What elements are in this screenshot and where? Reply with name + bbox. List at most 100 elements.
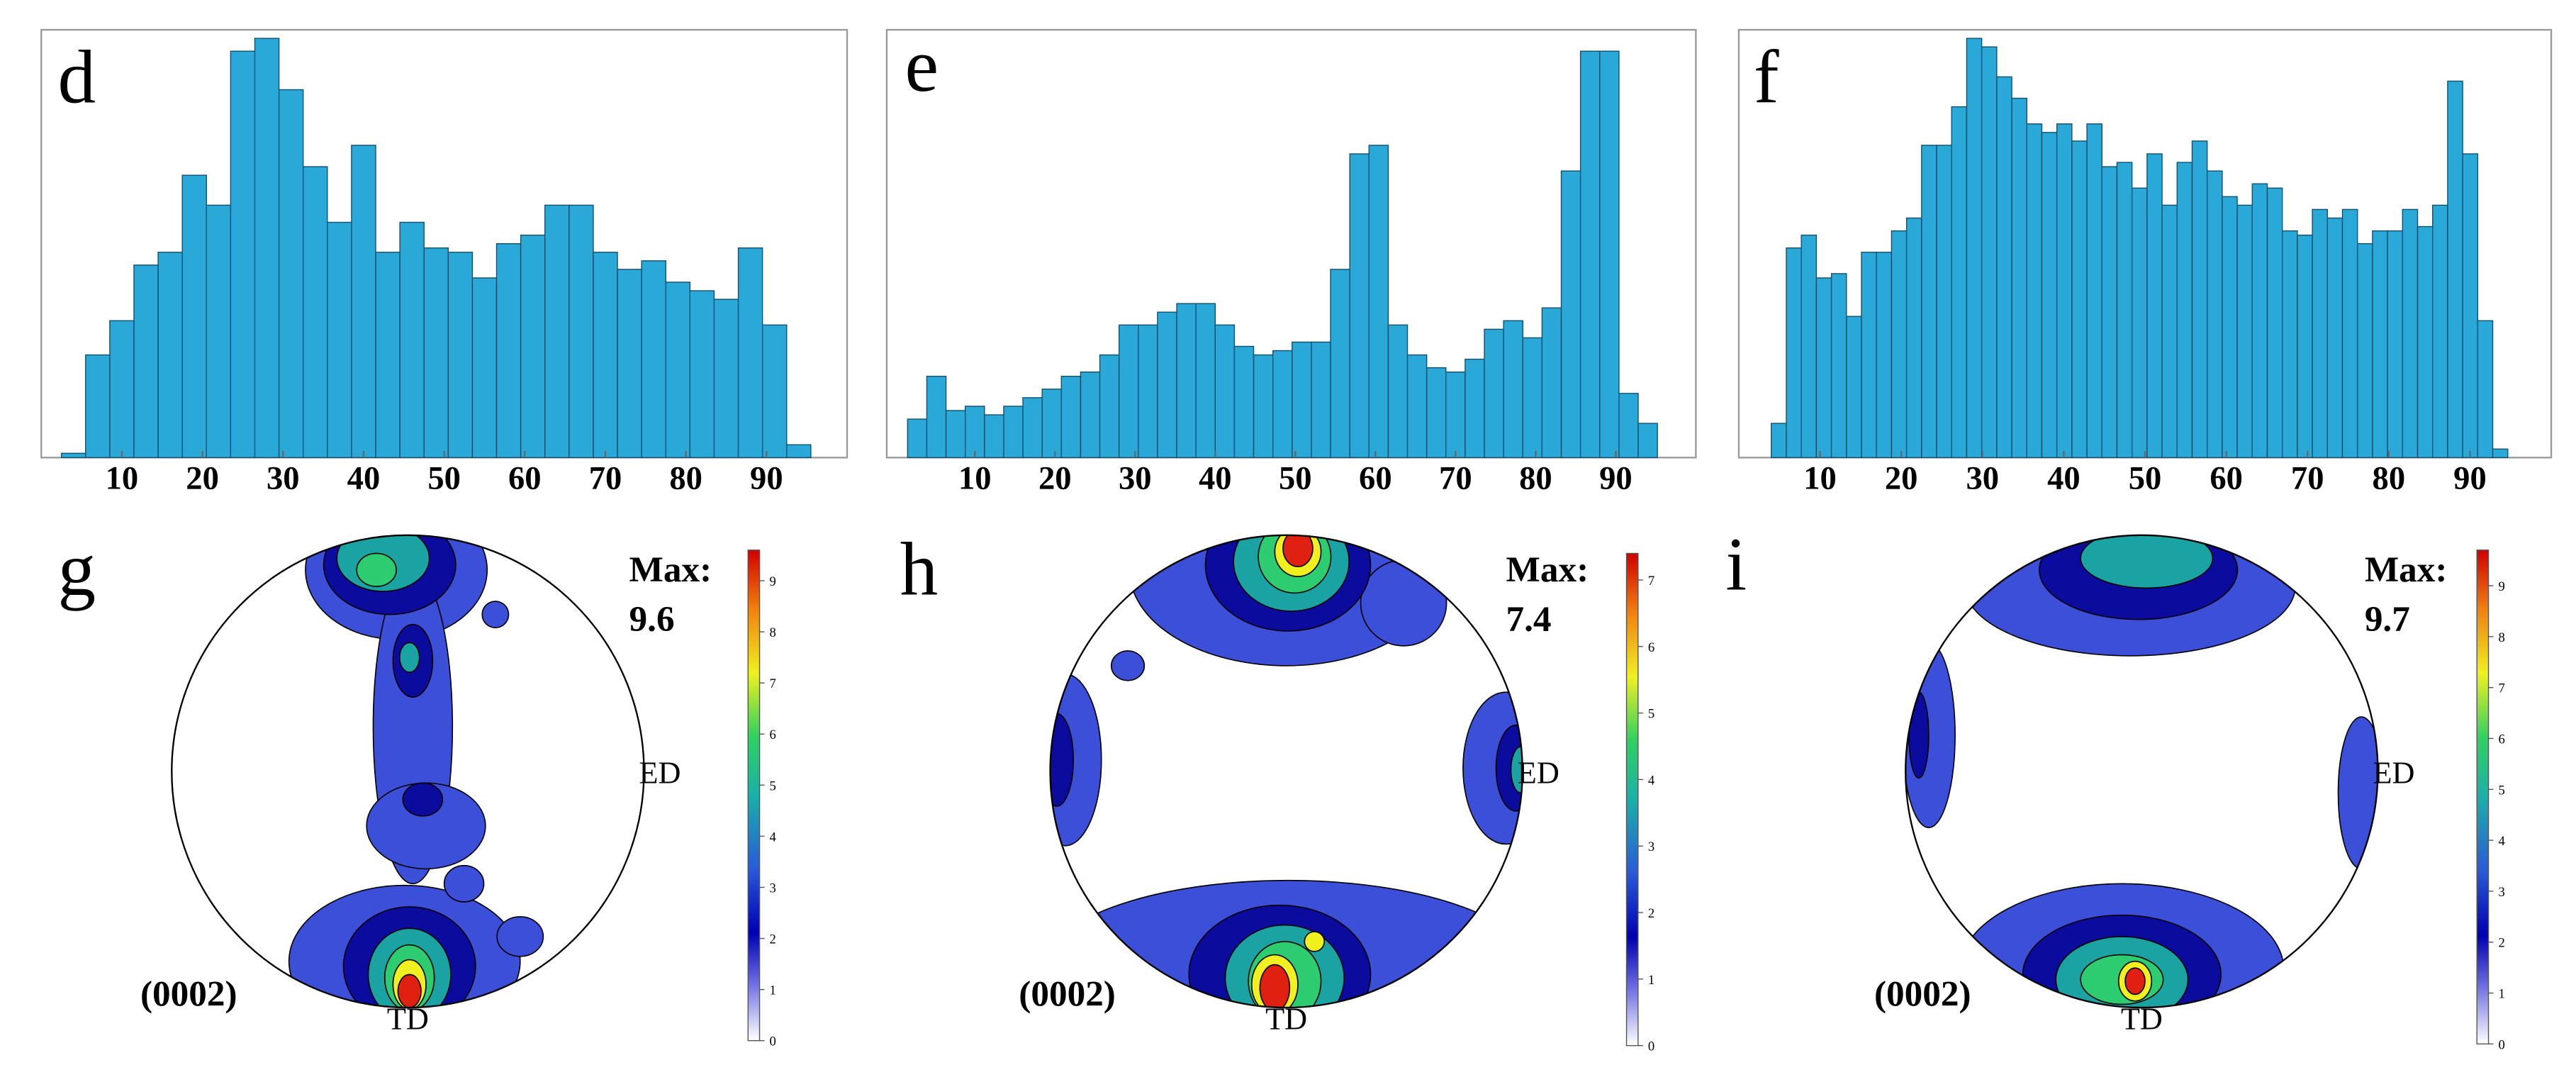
bar xyxy=(713,299,739,459)
bar xyxy=(1157,311,1177,459)
colorbar-tick-label: 6 xyxy=(2499,732,2505,747)
colorbar-tick-label: 5 xyxy=(1648,707,1654,722)
bar xyxy=(230,50,256,459)
panel-label: d xyxy=(58,36,96,120)
bar xyxy=(327,221,352,459)
panel-label: g xyxy=(58,528,96,612)
x-tick-label: 30 xyxy=(267,460,300,497)
bar xyxy=(641,260,666,459)
bar xyxy=(278,89,304,459)
max-label: Max: xyxy=(1506,550,1589,590)
x-tick-label: 10 xyxy=(958,460,992,497)
colorbar-tick-label: 1 xyxy=(1648,973,1654,988)
bar xyxy=(1981,46,1998,459)
bar xyxy=(423,247,449,459)
bar xyxy=(2297,234,2313,459)
bar xyxy=(471,277,498,459)
bar xyxy=(447,252,474,459)
bar xyxy=(2176,162,2193,459)
bar xyxy=(1022,397,1043,459)
panel-label: e xyxy=(905,24,939,108)
bar xyxy=(1966,38,1983,459)
x-tick-label: 60 xyxy=(508,460,542,497)
contour-map xyxy=(1050,535,1523,1008)
x-tick-label: 10 xyxy=(1803,460,1837,497)
bar xyxy=(1080,371,1101,459)
x-tick-label: 20 xyxy=(186,460,219,497)
colorbar-tick-label: 5 xyxy=(770,779,776,793)
td-label: TD xyxy=(2121,1001,2163,1036)
bar xyxy=(1522,337,1543,459)
colorbar xyxy=(2476,550,2490,1045)
bar xyxy=(1891,230,1908,459)
bar xyxy=(2251,183,2268,459)
x-tick-label: 90 xyxy=(750,460,783,497)
max-value: 7.4 xyxy=(1506,599,1551,640)
x-tick-label: 70 xyxy=(2291,460,2324,497)
colorbar-tick-label: 3 xyxy=(1648,840,1654,854)
pole-circle xyxy=(171,534,645,1009)
colorbar-tick-label: 1 xyxy=(2499,987,2505,1002)
bar xyxy=(1936,145,1952,459)
bar xyxy=(1861,252,1877,459)
bar xyxy=(1176,303,1197,459)
bar xyxy=(2326,217,2343,459)
plane-label: (0002) xyxy=(1874,974,1971,1015)
bar xyxy=(544,204,570,459)
bar xyxy=(1349,153,1370,459)
bar xyxy=(1445,371,1466,459)
max-label: Max: xyxy=(2365,550,2448,590)
colorbar-tick-label: 4 xyxy=(1648,773,1655,788)
max-label: Max: xyxy=(629,550,712,590)
panel-label: f xyxy=(1754,36,1779,120)
pole-circle xyxy=(1905,534,2379,1009)
x-tick-label: 30 xyxy=(1119,460,1152,497)
bar xyxy=(593,252,618,459)
colorbar-tick-label: 6 xyxy=(770,727,776,742)
bar xyxy=(1099,354,1120,459)
bar xyxy=(2492,448,2509,459)
bar xyxy=(1830,273,1847,459)
bar xyxy=(1846,316,1862,459)
x-tick-label: 80 xyxy=(669,460,702,497)
bar xyxy=(1579,50,1601,459)
bar xyxy=(1003,406,1024,459)
bar xyxy=(2086,123,2102,459)
max-value: 9.7 xyxy=(2365,599,2410,640)
bar xyxy=(2447,80,2463,459)
bar xyxy=(2281,230,2298,459)
bar xyxy=(1426,367,1447,459)
bar xyxy=(2341,208,2358,459)
bar xyxy=(351,145,376,459)
x-tick-label: 80 xyxy=(1519,460,1552,497)
bar xyxy=(1138,324,1158,459)
bar xyxy=(1214,324,1236,459)
bar xyxy=(1541,307,1562,459)
colorbar-tick-label: 6 xyxy=(1648,640,1654,655)
pole-disk xyxy=(1905,535,2378,1008)
bar xyxy=(1771,423,1787,459)
plane-label: (0002) xyxy=(1019,974,1116,1015)
bar xyxy=(1253,354,1274,459)
colorbar-tick-label: 0 xyxy=(1648,1039,1654,1054)
bar xyxy=(1618,393,1639,459)
bar xyxy=(1905,217,1922,459)
bar xyxy=(984,414,1004,459)
bar xyxy=(945,410,966,459)
bar xyxy=(2056,123,2073,459)
bar xyxy=(1801,234,1818,459)
colorbar-tick-label: 2 xyxy=(1648,906,1654,921)
bar xyxy=(2116,162,2133,459)
colorbar-tick-label: 2 xyxy=(770,932,776,947)
bar xyxy=(2417,225,2434,459)
x-tick-label: 20 xyxy=(1885,460,1918,497)
bar xyxy=(520,234,546,459)
bar xyxy=(569,204,594,459)
bar xyxy=(2462,153,2479,459)
bar xyxy=(1876,252,1893,459)
pole-disk xyxy=(1050,535,1523,1008)
bar xyxy=(1195,303,1216,459)
bar xyxy=(1921,145,1937,459)
colorbar-tick-label: 0 xyxy=(770,1034,776,1049)
x-tick-label: 80 xyxy=(2373,460,2406,497)
